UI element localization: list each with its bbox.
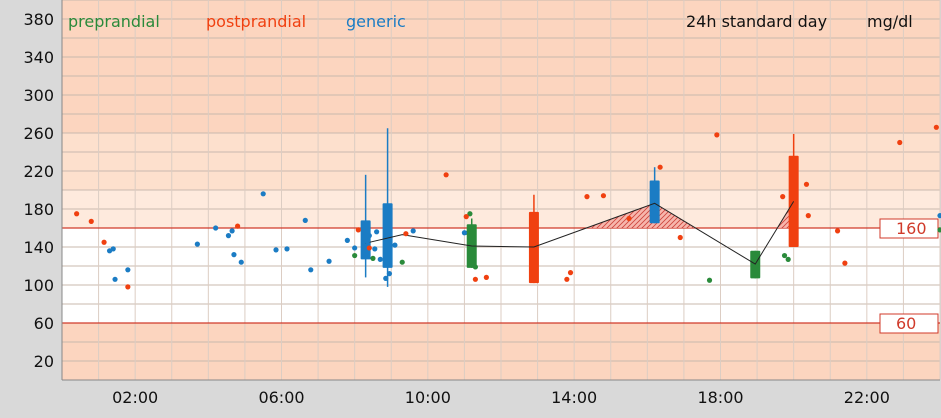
y-tick-label: 220 — [23, 162, 54, 181]
preprandial-point — [472, 264, 478, 270]
preprandial-point — [399, 259, 405, 265]
postprandial-point — [472, 276, 478, 282]
limit-label-160: 160 — [896, 219, 927, 238]
postprandial-point — [834, 228, 841, 234]
x-tick-label: 10:00 — [405, 388, 451, 407]
generic-point — [364, 238, 371, 244]
generic-point — [366, 233, 372, 239]
y-tick-label: 380 — [23, 10, 54, 29]
generic-point — [125, 267, 131, 273]
preprandial-point — [352, 252, 358, 259]
y-tick-label: 260 — [23, 124, 54, 143]
postprandial-point — [366, 245, 372, 251]
axes: 20 60 100 140 180 220 260 300 340 380 02:00 06:00 10… — [23, 0, 940, 407]
postprandial-point — [125, 284, 131, 290]
y-tick-label: 140 — [23, 238, 54, 257]
y-tick-label: 180 — [23, 200, 54, 219]
postprandial-point — [483, 274, 489, 280]
legend: preprandial postprandial generic 24h sta… — [68, 12, 913, 31]
generic-point — [273, 247, 279, 253]
postprandial-point — [780, 194, 786, 200]
x-tick-label: 14:00 — [551, 388, 597, 407]
postprandial-point — [600, 193, 607, 199]
generic-point — [229, 228, 235, 234]
data-points — [74, 124, 941, 290]
generic-point — [110, 246, 116, 252]
postprandial-point — [626, 215, 632, 222]
generic-point — [213, 225, 219, 231]
postprandial-point — [803, 181, 810, 187]
generic-point — [238, 259, 244, 265]
postprandial-point — [101, 239, 107, 245]
median-trend-line — [365, 201, 795, 265]
postprandial-point — [897, 139, 903, 146]
generic-point — [937, 213, 941, 219]
y-tick-label: 340 — [23, 48, 54, 67]
legend-preprandial: preprandial — [68, 12, 160, 31]
generic-box-1 — [382, 203, 393, 268]
generic-point — [308, 267, 314, 273]
postprandial-point — [842, 260, 848, 266]
postprandial-point — [403, 231, 409, 237]
generic-box-2 — [649, 180, 660, 224]
chart-title: 24h standard day — [686, 12, 827, 31]
preprandial-point — [465, 230, 471, 236]
y-tick-label: 300 — [23, 86, 54, 105]
preprandial-point — [370, 255, 376, 261]
generic-point — [260, 191, 266, 197]
generic-point — [344, 237, 350, 243]
generic-point — [410, 228, 416, 234]
preprandial-point — [706, 277, 713, 283]
postprandial-point — [805, 213, 811, 219]
generic-point — [386, 271, 393, 277]
preprandial-point — [937, 227, 941, 233]
postprandial-point — [463, 214, 469, 220]
median-line — [365, 201, 795, 265]
postprandial-point — [355, 227, 361, 233]
y-tick-label: 60 — [34, 314, 54, 333]
preprandial-point — [781, 252, 788, 259]
limit-label-60: 60 — [896, 314, 916, 333]
x-tick-label: 02:00 — [112, 388, 158, 407]
x-tick-label: 22:00 — [844, 388, 890, 407]
generic-point — [231, 252, 237, 258]
over-limit-region-0 — [586, 203, 696, 228]
generic-point — [461, 230, 468, 236]
generic-point — [326, 258, 332, 264]
postprandial-point — [74, 211, 80, 217]
generic-point — [112, 276, 118, 282]
generic-point — [377, 256, 383, 262]
postprandial-point — [584, 194, 590, 200]
postprandial-point — [657, 164, 663, 170]
limit-label-box-60 — [879, 313, 939, 334]
y-tick-label: 20 — [34, 352, 54, 371]
generic-point — [383, 275, 389, 281]
postprandial-point — [567, 270, 574, 276]
legend-postprandial: postprandial — [206, 12, 306, 31]
postprandial-point — [933, 124, 939, 130]
postprandial-point — [714, 132, 720, 138]
generic-point — [225, 233, 232, 239]
y-tick-label: 100 — [23, 276, 54, 295]
preprandial-point — [785, 256, 791, 262]
postprandial-point — [88, 218, 94, 224]
generic-point — [194, 241, 200, 247]
generic-point — [372, 246, 378, 252]
generic-point — [284, 246, 290, 252]
postprandial-point — [235, 223, 241, 229]
generic-point — [392, 242, 398, 248]
legend-generic: generic — [346, 12, 406, 31]
x-tick-label: 06:00 — [258, 388, 304, 407]
postprandial-point — [564, 276, 570, 282]
unit-label: mg/dl — [867, 12, 913, 31]
x-tick-label: 18:00 — [697, 388, 743, 407]
preprandial-point — [467, 211, 473, 217]
postprandial-point — [677, 234, 683, 241]
generic-point — [352, 245, 358, 251]
generic-point — [374, 229, 380, 235]
postprandial-point — [443, 172, 449, 178]
generic-point — [302, 217, 308, 223]
